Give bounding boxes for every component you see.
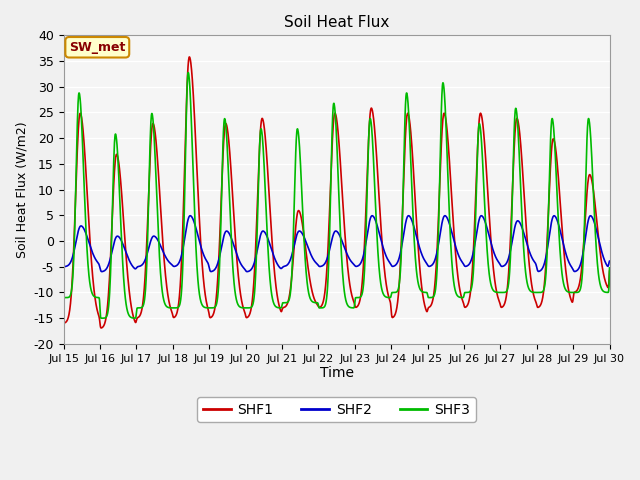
- Text: SW_met: SW_met: [69, 41, 125, 54]
- SHF2: [573, 268, 580, 274]
- SHF3: [353, 295, 360, 300]
- Line: SHF2: SHF2: [63, 216, 609, 272]
- SHF2: [477, 213, 485, 218]
- SHF3: [365, 139, 372, 145]
- SHF1: [186, 54, 193, 60]
- SHF1: [605, 268, 613, 274]
- SHF2: [558, 234, 566, 240]
- SHF3: [60, 295, 67, 300]
- SHF2: [364, 225, 372, 231]
- SHF3: [605, 265, 613, 271]
- Y-axis label: Soil Heat Flux (W/m2): Soil Heat Flux (W/m2): [15, 121, 28, 258]
- SHF1: [353, 304, 360, 310]
- SHF1: [60, 320, 67, 326]
- Title: Soil Heat Flux: Soil Heat Flux: [284, 15, 389, 30]
- SHF1: [212, 294, 220, 300]
- SHF3: [496, 289, 504, 295]
- SHF3: [558, 268, 566, 274]
- X-axis label: Time: Time: [319, 366, 353, 381]
- SHF1: [97, 325, 105, 331]
- SHF3: [98, 315, 106, 321]
- SHF2: [60, 264, 67, 270]
- SHF1: [573, 288, 580, 293]
- Legend: SHF1, SHF2, SHF3: SHF1, SHF2, SHF3: [197, 397, 476, 422]
- SHF2: [605, 258, 613, 264]
- SHF1: [365, 137, 372, 143]
- SHF3: [184, 70, 192, 75]
- SHF1: [558, 221, 566, 227]
- SHF2: [243, 269, 251, 275]
- Line: SHF1: SHF1: [63, 57, 609, 328]
- SHF2: [496, 261, 504, 266]
- SHF1: [496, 299, 504, 305]
- SHF2: [212, 265, 220, 271]
- SHF2: [353, 264, 360, 269]
- SHF3: [573, 289, 580, 295]
- Line: SHF3: SHF3: [63, 72, 609, 318]
- SHF3: [212, 302, 220, 308]
